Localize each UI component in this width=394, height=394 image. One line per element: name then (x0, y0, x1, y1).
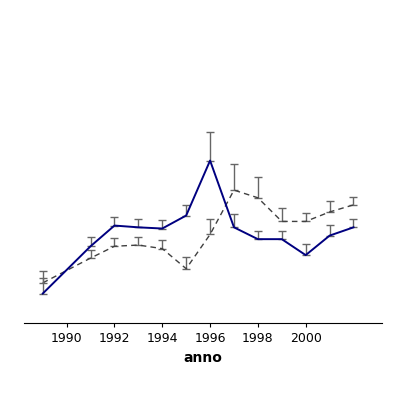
X-axis label: anno: anno (184, 351, 222, 365)
